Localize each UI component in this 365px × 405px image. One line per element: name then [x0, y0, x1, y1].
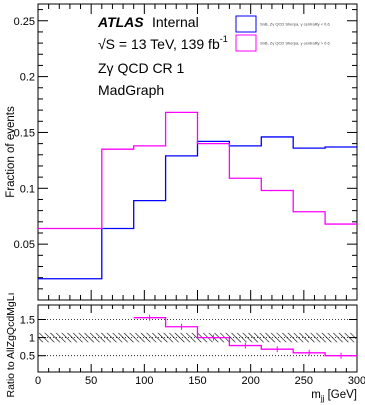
generator-label: MadGraph [98, 82, 164, 98]
ratio-x-tick-label: 250 [295, 375, 313, 387]
series-2-line [38, 111, 357, 230]
legend: SnB, Zγ QCD Sherpa, γ centrality < 0.6 S… [235, 15, 330, 52]
legend-swatch-series-2 [235, 34, 257, 52]
internal-label: Internal [152, 14, 199, 30]
main-y-tick-label: 0.05 [14, 239, 35, 251]
ratio-line [133, 317, 357, 357]
main-y-axis-title: Fraction of events [5, 106, 17, 198]
x-axis-title: mjj [GeV] [311, 389, 357, 403]
ratio-y-axis-title: Ratio to AllZgQcdMgLı [5, 292, 17, 397]
energy-superscript: -1 [220, 34, 228, 44]
legend-label-series-2: SnB, Zγ QCD Sherpa, γ centrality > 0.6 [260, 41, 330, 46]
atlas-logo-text: ATLAS [97, 14, 144, 30]
ratio-x-tick-label: 50 [85, 375, 97, 387]
x-axis-title-unit: [GeV] [324, 389, 357, 401]
ratio-x-tick-label: 200 [241, 375, 259, 387]
ratio-x-tick-label: 300 [348, 375, 365, 387]
atlas-label: ATLAS [97, 14, 144, 30]
series-1-line [38, 136, 357, 280]
main-y-tick-label: 0.15 [14, 127, 35, 139]
ratio-x-tick-label: 100 [135, 375, 153, 387]
energy-label: √S = 13 TeV, 139 fb-1 [98, 34, 228, 52]
ratio-x-tick-label: 150 [188, 375, 206, 387]
region-label: Zγ QCD CR 1 [98, 60, 185, 76]
x-axis-title-m: m [311, 389, 321, 401]
ratio-y-tick-label: 1.5 [20, 314, 35, 326]
main-y-tick-label: 0.2 [20, 72, 35, 84]
ratio-y-tick-label: 0.5 [20, 351, 35, 363]
legend-label-series-1: SnB, Zγ QCD Sherpa, γ centrality < 0.6 [260, 22, 330, 27]
legend-swatch-series-1 [235, 15, 257, 33]
ratio-x-tick-label: 0 [35, 375, 41, 387]
x-axis-title-sub: jj [320, 394, 325, 403]
main-y-tick-label: 0.25 [14, 16, 35, 28]
main-y-tick-label: 0.1 [20, 183, 35, 195]
ratio-y-tick-label: 1 [29, 333, 35, 345]
energy-text: √S = 13 TeV, 139 fb [98, 36, 220, 52]
